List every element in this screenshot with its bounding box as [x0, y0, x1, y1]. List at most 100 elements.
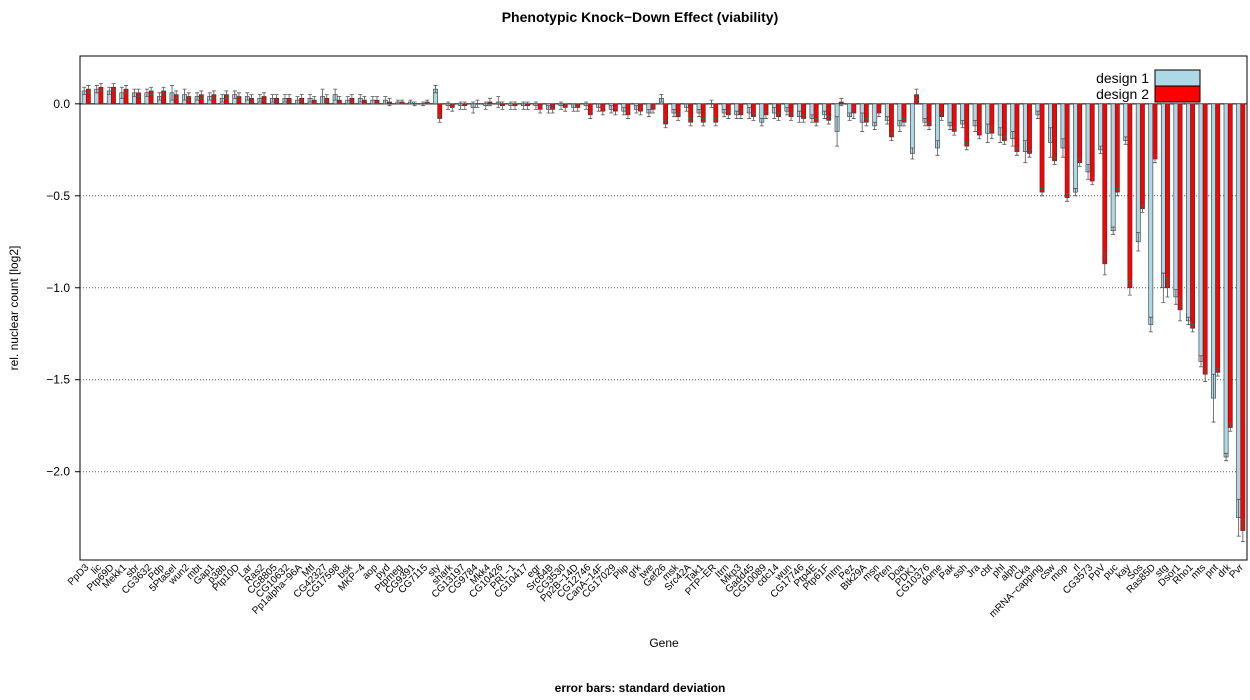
error-bar [1152, 154, 1157, 164]
error-bar [521, 101, 526, 110]
y-axis-label: rel. nuclear count [log2] [7, 246, 21, 371]
error-bar [839, 97, 844, 107]
error-bar [663, 119, 668, 129]
error-bar [1203, 366, 1208, 382]
bar [1102, 103, 1108, 265]
error-bar [646, 108, 651, 118]
bar [1052, 103, 1057, 162]
bar [1165, 103, 1170, 289]
error-bar [383, 96, 388, 105]
error-bar [776, 112, 781, 121]
error-bar [433, 85, 438, 94]
error-bar [809, 114, 814, 123]
plot-frame [79, 55, 1248, 561]
legend-swatch [1154, 69, 1201, 87]
error-bar [1052, 156, 1057, 165]
error-bar [182, 88, 187, 101]
error-bar [713, 118, 718, 127]
error-bar [575, 103, 580, 112]
bar [1002, 103, 1007, 141]
error-bar [387, 97, 392, 107]
error-bar [1127, 280, 1132, 296]
bar [1123, 103, 1129, 141]
error-bar [245, 92, 250, 101]
error-bar [345, 96, 350, 105]
error-bar [446, 101, 451, 110]
error-bar [1136, 232, 1141, 252]
error-bar [287, 94, 292, 103]
error-bar [395, 99, 400, 105]
bar [1027, 103, 1032, 154]
error-bar [320, 88, 325, 105]
legend-label: design 1 [1096, 70, 1149, 86]
error-bar [471, 101, 476, 114]
error-bar [249, 94, 254, 103]
error-bar [872, 121, 877, 130]
error-bar [94, 85, 99, 94]
error-bar [282, 94, 287, 103]
bar [1215, 103, 1221, 373]
bar [1160, 103, 1166, 289]
error-bar [613, 107, 618, 116]
error-bar [1098, 145, 1103, 154]
error-bar [508, 101, 513, 110]
bar [1177, 103, 1183, 311]
error-bar [651, 105, 656, 114]
error-bar [634, 105, 639, 114]
error-bar [1023, 140, 1028, 164]
error-bar [1224, 452, 1229, 462]
bar [1152, 103, 1158, 160]
error-bar [98, 83, 103, 92]
error-bar [1178, 298, 1183, 322]
error-bar [676, 112, 681, 121]
error-bar [1148, 316, 1153, 333]
error-bar [822, 110, 827, 119]
error-bar [1086, 164, 1091, 180]
bar [964, 103, 970, 147]
error-bar [144, 88, 149, 97]
bar [1085, 103, 1091, 173]
error-bar [851, 107, 856, 119]
error-bar [437, 114, 442, 123]
error-bar [124, 85, 129, 94]
error-bar [722, 108, 727, 118]
bar [1135, 103, 1141, 243]
legend-label: design 2 [1096, 86, 1149, 102]
error-bar [960, 119, 965, 129]
bar [1127, 103, 1133, 289]
error-bar [496, 96, 501, 108]
x-axis-label: Gene [649, 636, 679, 650]
error-bar [195, 92, 200, 101]
error-bar [596, 103, 601, 112]
bar [1110, 103, 1116, 232]
error-bar [199, 90, 204, 99]
error-bar [1002, 136, 1007, 145]
error-bar [312, 96, 317, 105]
error-bar [262, 92, 267, 101]
error-bar [885, 116, 890, 125]
error-bar [324, 94, 329, 103]
bar [1098, 103, 1103, 151]
error-bar [621, 107, 626, 116]
bar [1140, 103, 1145, 209]
error-bar [789, 112, 794, 121]
error-bar [462, 101, 467, 110]
error-bar [726, 110, 731, 119]
error-bar [922, 118, 927, 127]
error-bar [211, 90, 216, 99]
error-bar [659, 94, 664, 103]
error-bar [136, 88, 141, 97]
error-bar [149, 86, 154, 96]
error-bar [1040, 188, 1045, 197]
error-bar [1027, 149, 1032, 158]
error-bar [1236, 498, 1241, 537]
bar [1173, 103, 1179, 298]
error-bar [973, 119, 978, 132]
error-bar [257, 94, 262, 103]
error-bar [638, 107, 643, 116]
bar [909, 103, 915, 154]
bar [1114, 103, 1120, 193]
error-bar [697, 108, 702, 118]
error-bar [1090, 177, 1095, 186]
